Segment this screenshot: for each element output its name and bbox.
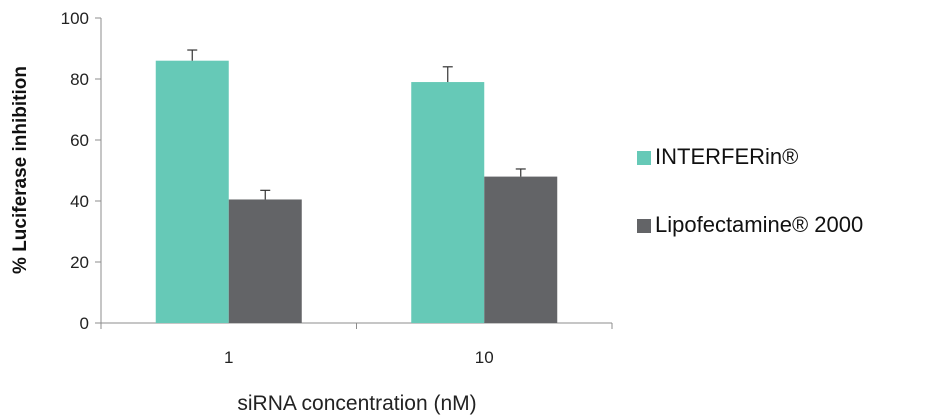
bar (228, 199, 302, 323)
legend-label: Lipofectamine® 2000 (655, 212, 863, 237)
legend-swatch (637, 219, 651, 233)
chart-ticks: 0 20 40 60 80 100 1 10 (61, 9, 613, 367)
x-tick-label: 10 (475, 348, 494, 367)
y-tick-label: 100 (61, 9, 89, 28)
bar (411, 82, 485, 323)
y-tick-label: 80 (70, 70, 89, 89)
chart-error-bars (187, 49, 526, 200)
y-tick-label: 0 (80, 314, 89, 333)
chart-legend: INTERFERin® Lipofectamine® 2000 (637, 144, 863, 237)
bar (484, 176, 558, 323)
legend-label: INTERFERin® (655, 144, 798, 169)
chart-bars (155, 60, 558, 323)
x-tick-label: 1 (224, 348, 233, 367)
y-tick-label: 40 (70, 192, 89, 211)
y-tick-label: 20 (70, 253, 89, 272)
bar (155, 60, 229, 323)
y-axis-label: % Luciferase inhibition (10, 66, 31, 274)
x-axis-label: siRNA concentration (nM) (237, 392, 476, 415)
y-tick-label: 60 (70, 131, 89, 150)
legend-swatch (637, 151, 651, 165)
